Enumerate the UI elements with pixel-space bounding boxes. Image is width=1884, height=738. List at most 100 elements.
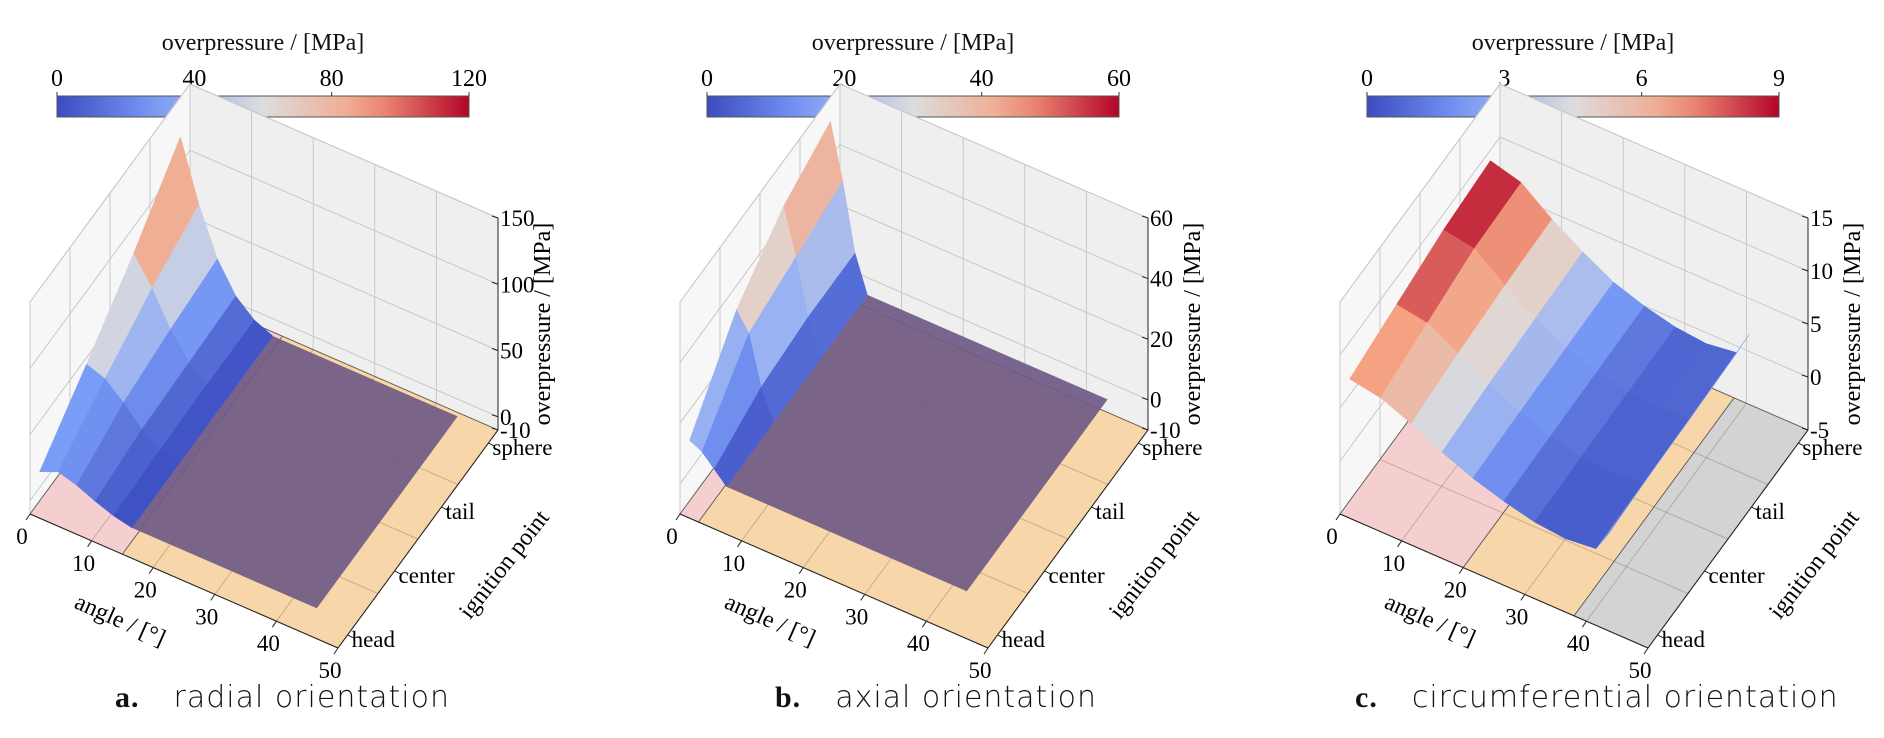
panel-c: 0 3 6 9 0 10 20 30 40 50 angle / [°] head center tail…: [1310, 0, 1884, 738]
y-tick-label: center: [1049, 563, 1106, 588]
z-tick-label: -10: [1150, 418, 1181, 443]
x-tick-mark: [983, 647, 989, 655]
x-tick-mark: [271, 620, 277, 628]
x-tick-label: 0: [1326, 524, 1338, 549]
x-tick-label: 10: [72, 551, 95, 576]
colorbar-tick-label: 0: [701, 66, 713, 92]
colorbar-tick-label: 0: [51, 66, 63, 92]
x-tick-mark: [737, 540, 743, 548]
x-tick-mark: [1335, 513, 1341, 521]
caption-label-c: c.: [1355, 681, 1378, 714]
caption-text-a: radial orientation: [173, 680, 450, 715]
x-tick-mark: [148, 567, 154, 574]
panel-a: 0 40 80 120 0 10 20 30 40 50 angle / [°] head center…: [0, 0, 640, 738]
z-axis-label: overpressure / [MPa]: [1180, 223, 1206, 426]
y-tick-label: center: [1709, 563, 1766, 588]
surface-patch: [713, 386, 774, 488]
surface-patch: [1595, 466, 1656, 549]
x-tick-mark: [1397, 540, 1403, 548]
x-tick-label: 10: [722, 551, 745, 576]
z-tick-label: 40: [1150, 267, 1173, 292]
z-tick-mark: [1801, 427, 1809, 431]
y-tick-label: tail: [1755, 499, 1784, 524]
y-tick-mark: [488, 442, 495, 447]
y-tick-mark: [1798, 442, 1805, 447]
z-tick-label: 100: [500, 272, 535, 297]
z-tick-mark: [491, 427, 499, 431]
z-tick-mark: [1141, 276, 1149, 280]
x-tick-label: 40: [1567, 631, 1590, 656]
x-tick-mark: [87, 540, 93, 548]
y-tick-mark: [1138, 442, 1145, 447]
x-tick-label: 0: [666, 524, 678, 549]
colorbar-tick-label: 60: [1107, 66, 1131, 92]
x-tick-label: 40: [257, 631, 280, 656]
colorbar: [1366, 95, 1780, 118]
y-tick-label: center: [399, 563, 456, 588]
x-tick-mark: [798, 567, 804, 574]
caption-label-b: b.: [775, 681, 802, 714]
x-tick-label: 20: [1444, 578, 1467, 603]
z-tick-mark: [491, 348, 499, 351]
z-tick-mark: [491, 281, 499, 285]
caption-text-c: circumferential orientation: [1411, 680, 1839, 715]
z-axis-label: overpressure / [MPa]: [530, 223, 556, 426]
y-tick-label: sphere: [1802, 435, 1862, 460]
colorbar-title-c: overpressure / [MPa]: [1471, 30, 1675, 56]
z-tick-label: 50: [500, 339, 523, 364]
x-axis-line: [29, 513, 339, 649]
z-tick-label: 0: [500, 405, 512, 430]
z-tick-label: 150: [500, 206, 535, 231]
z-tick-mark: [1141, 336, 1149, 340]
x-axis-line: [1339, 513, 1649, 649]
y-tick-mark: [441, 506, 448, 511]
x-tick-label: 40: [907, 631, 930, 656]
z-tick-label: 0: [1810, 365, 1822, 390]
colorbar-tick-label: 80: [320, 66, 344, 92]
colorbar-tick-label: 9: [1773, 66, 1785, 92]
y-axis-line: [1647, 429, 1809, 649]
colorbar-tick-label: 120: [451, 66, 487, 92]
y-tick-label: tail: [1095, 499, 1124, 524]
panel-b: 0 20 40 60 0 10 20 30 40 50 angle / [°] head center t…: [650, 0, 1290, 738]
z-tick-label: 60: [1150, 206, 1173, 231]
colorbar-tick-label: 6: [1636, 66, 1648, 92]
y-tick-mark: [1704, 570, 1711, 575]
z-tick-mark: [491, 414, 499, 418]
colorbar-title-a: overpressure / [MPa]: [161, 30, 365, 56]
caption-a: a. radial orientation: [115, 680, 450, 715]
z-tick-label: 10: [1810, 259, 1833, 284]
z-tick-label: -5: [1810, 418, 1829, 443]
x-tick-mark: [921, 620, 927, 628]
surface-patch: [113, 448, 180, 529]
y-tick-mark: [997, 634, 1004, 639]
y-tick-label: head: [1002, 627, 1046, 652]
z-tick-mark: [1801, 215, 1809, 219]
y-axis-line: [337, 429, 499, 649]
x-tick-mark: [25, 513, 31, 521]
y-tick-label: sphere: [1142, 435, 1202, 460]
y-tick-mark: [1751, 506, 1758, 511]
colorbar-title-b: overpressure / [MPa]: [811, 30, 1015, 56]
x-tick-label: 50: [969, 658, 992, 683]
caption-label-a: a.: [115, 681, 140, 714]
y-tick-label: tail: [445, 499, 474, 524]
z-tick-mark: [1141, 215, 1149, 219]
x-tick-mark: [675, 513, 681, 521]
x-tick-label: 50: [319, 658, 342, 683]
y-tick-label: head: [352, 627, 396, 652]
x-tick-label: 30: [195, 604, 218, 629]
x-axis-line: [679, 513, 989, 649]
colorbar: [706, 95, 1120, 118]
z-tick-label: 5: [1810, 312, 1822, 337]
floor-gridline: [1379, 459, 1689, 594]
z-tick-label: 15: [1810, 206, 1833, 231]
x-tick-mark: [1458, 567, 1464, 574]
y-tick-mark: [394, 570, 401, 575]
x-tick-label: 20: [134, 578, 157, 603]
z-tick-label: -10: [500, 418, 531, 443]
x-tick-mark: [860, 594, 866, 601]
